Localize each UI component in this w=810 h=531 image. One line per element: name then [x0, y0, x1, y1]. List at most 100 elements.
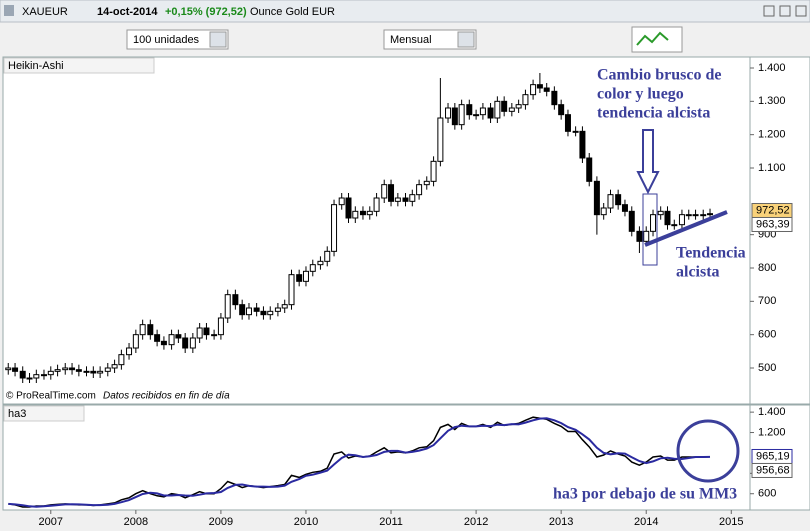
candle-body	[437, 117, 444, 162]
trend-line	[644, 210, 728, 247]
candle-body	[69, 367, 76, 371]
dropdown-button[interactable]	[457, 31, 475, 48]
candle-body	[154, 334, 161, 342]
period-text: Mensual	[390, 34, 432, 46]
candle-body	[564, 114, 571, 132]
candle-body	[296, 274, 303, 282]
candle-body	[394, 197, 401, 202]
candle-body	[636, 230, 643, 242]
candle-body	[118, 354, 125, 366]
period-dropdown[interactable]	[383, 29, 477, 50]
x-tick-label: 2014	[634, 516, 658, 528]
window-button[interactable]	[763, 5, 775, 17]
date: 14-oct-2014	[97, 6, 158, 18]
candle-body	[47, 370, 54, 376]
y-tick-label: 1.200	[758, 129, 786, 141]
y-tick-label: 600	[758, 488, 776, 500]
candle-body	[203, 327, 210, 336]
dropdown-button[interactable]	[209, 31, 227, 48]
candle-body	[196, 327, 203, 339]
panel-header	[3, 57, 155, 74]
candle-body	[600, 207, 607, 216]
candle-body	[515, 104, 522, 109]
candle-body	[558, 104, 565, 116]
candle-body	[309, 264, 316, 272]
annotations: Cambio brusco de color y luego tendencia…	[553, 67, 746, 503]
x-tick-label: 2012	[464, 516, 488, 528]
candle-body	[126, 347, 133, 356]
candle-body	[522, 94, 529, 106]
candle-body	[409, 194, 416, 202]
y-tick-label: 1.400	[758, 62, 786, 74]
candle-body	[621, 204, 628, 212]
candle-body	[692, 214, 699, 217]
y-tick-label: 1.100	[758, 162, 786, 174]
candle-body	[487, 107, 494, 119]
candle-body	[232, 294, 239, 306]
candle-body	[373, 197, 380, 212]
candle-body	[388, 184, 395, 202]
candle-body	[536, 84, 543, 89]
copyright: © ProRealTime.com	[6, 391, 96, 402]
price-tag-label: 963,39	[756, 218, 790, 230]
panel-title: Heikin-Ashi	[8, 60, 64, 72]
candle-body	[402, 197, 409, 202]
candle-body	[352, 210, 359, 219]
y-tick-label: 800	[758, 262, 776, 274]
candle-body	[26, 377, 33, 380]
candle-body	[182, 337, 189, 349]
candle-body	[650, 214, 657, 232]
candle-body	[168, 334, 175, 346]
candle-body	[479, 107, 486, 116]
price-tag-label: 972,52	[756, 204, 790, 216]
candle-body	[473, 114, 480, 117]
annotation: Tendencia	[676, 245, 746, 262]
price-tag-label: 965,19	[756, 450, 790, 462]
candle-body	[586, 157, 593, 182]
y-tick-label: 1.200	[758, 426, 786, 438]
units-dropdown[interactable]	[126, 29, 229, 50]
price-tag-label: 956,68	[756, 464, 790, 476]
candle-body	[239, 304, 246, 316]
candle-body	[664, 210, 671, 226]
candle-body	[543, 87, 550, 92]
candle-body	[12, 367, 19, 372]
candle-body	[707, 213, 714, 216]
candle-body	[75, 369, 82, 372]
candle-body	[54, 369, 61, 372]
footer-note: Datos recibidos en fin de día	[103, 391, 230, 402]
candle-body	[83, 370, 90, 373]
candle-body	[147, 324, 154, 336]
candle-body	[423, 180, 430, 186]
chart-type-button[interactable]	[631, 26, 683, 53]
window-button[interactable]	[779, 5, 791, 17]
candle-body	[33, 374, 40, 379]
x-tick-label: 2015	[719, 516, 743, 528]
candle-body	[501, 100, 508, 112]
candle-body	[175, 334, 182, 339]
highlight-circle	[676, 419, 740, 483]
annotation: Cambio brusco de	[597, 67, 721, 84]
candle-body	[551, 90, 558, 106]
candle-body	[324, 250, 331, 262]
y-tick-label: 1.400	[758, 406, 786, 418]
candle-body	[224, 294, 231, 319]
annotation: color y luego	[597, 86, 684, 103]
window-button[interactable]	[795, 5, 807, 17]
series-line	[8, 417, 711, 508]
candle-body	[19, 370, 26, 379]
candle-body	[245, 307, 252, 316]
candle-body	[657, 210, 664, 216]
candle-body	[331, 204, 338, 252]
candle-body	[267, 310, 274, 316]
candle-body	[302, 270, 309, 282]
units-text: 100 unidades	[133, 34, 200, 46]
candle-body	[572, 130, 579, 133]
price-tag	[751, 462, 793, 478]
y-tick-label: 1.300	[758, 95, 786, 107]
candle-body	[451, 107, 458, 126]
candle-body	[607, 194, 614, 209]
y-tick-label: 600	[758, 329, 776, 341]
annotation: alcista	[676, 264, 720, 281]
